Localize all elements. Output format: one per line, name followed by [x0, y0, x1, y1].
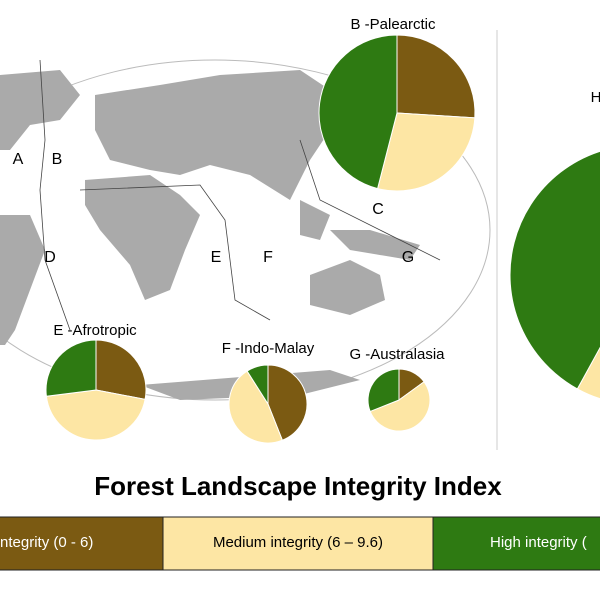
south-america — [0, 215, 45, 345]
pie-title: G -Australasia — [349, 346, 445, 363]
world-map — [0, 30, 498, 450]
realm-boundary — [39, 59, 441, 331]
legend-swatch — [162, 516, 434, 571]
pie-slice — [369, 381, 431, 432]
region-label: C — [372, 201, 384, 218]
pie-slice — [318, 34, 398, 190]
pie-slice — [45, 389, 146, 441]
legend-title: Forest Landscape Integrity Index — [94, 471, 502, 501]
north-america — [0, 70, 80, 150]
southeast-asia — [300, 200, 420, 260]
region-labels: A B C D E F G — [13, 151, 415, 266]
pie-title: E -Afrotropic — [53, 322, 137, 339]
legend-label: High integrity ( — [490, 534, 587, 551]
pie-slice — [509, 150, 600, 390]
pie-slice — [267, 364, 308, 441]
pie-slice — [228, 370, 284, 444]
legend-label: Medium integrity (6 – 9.6) — [213, 534, 383, 551]
pie-slice — [45, 339, 97, 397]
legend-swatch — [0, 516, 164, 571]
pie-slice — [376, 112, 476, 192]
africa — [85, 175, 200, 300]
pie-title: B -Palearctic — [350, 16, 436, 33]
region-label: A — [13, 151, 24, 168]
pie-slice — [367, 368, 400, 413]
map-outline — [0, 59, 491, 401]
pie-slice — [396, 34, 476, 119]
region-label: B — [52, 151, 63, 168]
pie-slice — [95, 339, 147, 400]
region-label: G — [402, 249, 414, 266]
region-label: E — [211, 249, 222, 266]
region-label: F — [263, 249, 273, 266]
legend-swatch — [432, 516, 600, 571]
pie-title: F -Indo-Malay — [222, 340, 315, 357]
region-label: D — [44, 249, 56, 266]
pie-title: H — [591, 89, 600, 106]
australia — [310, 260, 385, 315]
eurasia — [95, 70, 330, 200]
pie-slice — [246, 364, 269, 406]
legend-label: ntegrity (0 - 6) — [0, 534, 93, 551]
